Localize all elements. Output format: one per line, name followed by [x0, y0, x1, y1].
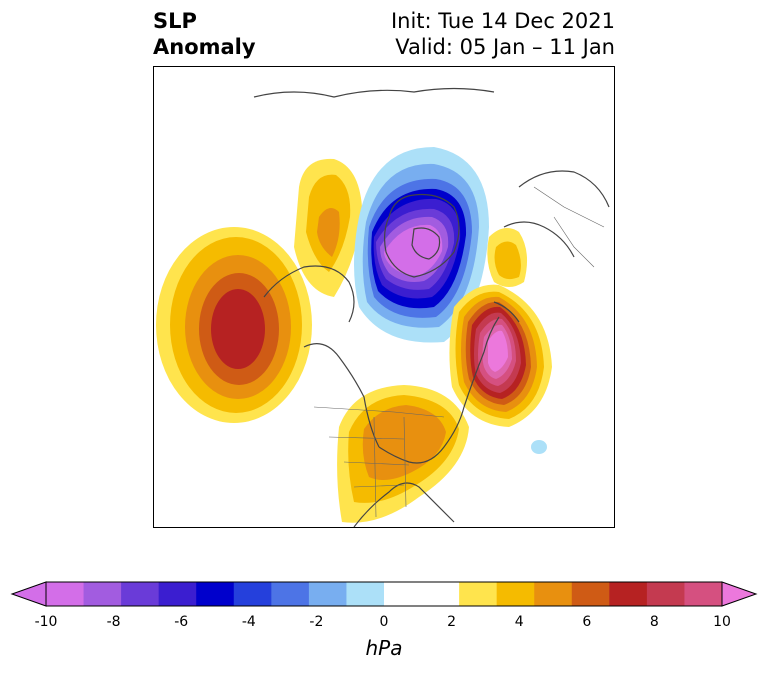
anomaly-field-arctic-low [354, 147, 489, 343]
colorbar-tick-label: -4 [241, 614, 256, 630]
colorbar-bin [684, 582, 723, 606]
init-date: Init: Tue 14 Dec 2021 [390, 9, 615, 33]
colorbar-tick-label: -2 [309, 614, 324, 630]
colorbar-tick-label: 4 [514, 614, 524, 630]
colorbar-bin [196, 582, 235, 606]
date-block: Init: Tue 14 Dec 2021 Valid: 05 Jan – 11… [391, 8, 615, 60]
coastlines [253, 87, 610, 527]
colorbar-tick-label: 10 [713, 614, 731, 630]
colorbar-tick-label: 0 [379, 614, 389, 630]
colorbar-bin [459, 582, 498, 606]
colorbar [10, 581, 758, 607]
colorbar-tick-label: 2 [447, 614, 457, 630]
colorbar-bin [571, 582, 610, 606]
colorbar-tick-label: -6 [174, 614, 189, 630]
colorbar-bin [233, 582, 272, 606]
colorbar-bin [421, 582, 460, 606]
title-block: SLP Anomaly [153, 8, 256, 60]
anomaly-field-north-pacific-high [156, 227, 312, 423]
colorbar-bin [496, 582, 535, 606]
colorbar-bin [346, 582, 385, 606]
anomaly-field-small-negative [531, 440, 547, 454]
colorbar-bin [534, 582, 573, 606]
colorbar-unit: hPa [365, 636, 403, 660]
valid-range: Valid: 05 Jan – 11 Jan [395, 35, 615, 59]
colorbar-bin [158, 582, 197, 606]
colorbar-tick-label: -8 [106, 614, 121, 630]
colorbar-bin [271, 582, 310, 606]
anomaly-field-eastern-us-high [337, 385, 469, 523]
anomaly-field-alaska-canada-ridge [294, 158, 362, 297]
colorbar-tick-label: -10 [34, 614, 58, 630]
colorbar-frame [45, 581, 723, 607]
political-borders [313, 186, 605, 518]
title-anomaly: Anomaly [153, 35, 256, 59]
colorbar-bin [121, 582, 160, 606]
colorbar-tick-label: 8 [649, 614, 659, 630]
colorbar-bin [308, 582, 347, 606]
colorbar-extend-min [10, 581, 47, 607]
colorbar-bin [609, 582, 648, 606]
colorbar-bin [384, 582, 423, 606]
colorbar-tick-label: 6 [582, 614, 592, 630]
colorbar-bin [46, 582, 85, 606]
colorbar-bin [646, 582, 685, 606]
slp-anomaly-map [153, 66, 615, 528]
colorbar-bin [83, 582, 122, 606]
anomaly-field-scandinavia-high [487, 228, 528, 287]
anomaly-field-north-atlantic-high [449, 284, 552, 427]
colorbar-extend-max [721, 581, 758, 607]
title-slp: SLP [153, 9, 197, 33]
